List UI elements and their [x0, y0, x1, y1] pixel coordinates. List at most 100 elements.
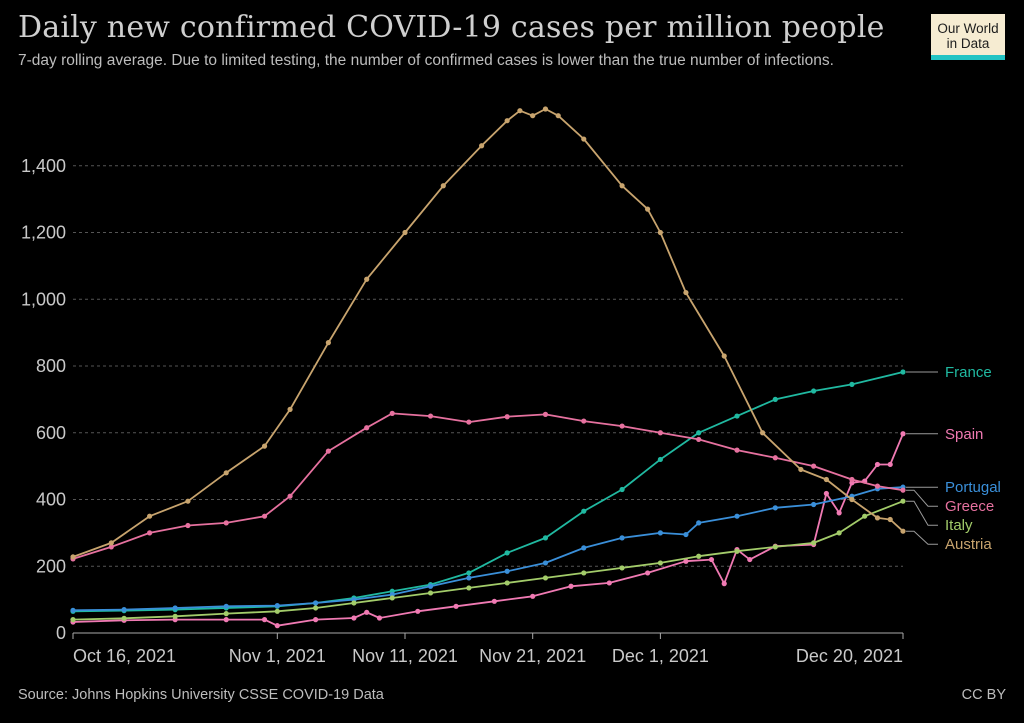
data-point[interactable] [223, 520, 229, 526]
series-line[interactable] [72, 486, 904, 612]
data-point[interactable] [721, 353, 727, 359]
data-point[interactable] [466, 585, 472, 591]
end-label-greece[interactable]: Greece [906, 489, 994, 515]
data-point[interactable] [708, 556, 715, 563]
data-point[interactable] [823, 476, 829, 483]
data-point[interactable] [147, 530, 153, 536]
end-label-text[interactable]: Portugal [945, 479, 1001, 496]
data-point[interactable] [364, 276, 370, 282]
data-point[interactable] [619, 565, 625, 571]
data-point[interactable] [172, 605, 178, 611]
series-france[interactable] [70, 369, 906, 614]
data-point[interactable] [351, 600, 357, 606]
data-point[interactable] [657, 530, 663, 536]
data-point[interactable] [479, 143, 485, 149]
data-point[interactable] [683, 289, 689, 296]
data-point[interactable] [811, 463, 817, 469]
data-point[interactable] [466, 570, 472, 576]
data-point[interactable] [900, 369, 906, 375]
data-point[interactable] [619, 535, 625, 541]
data-point[interactable] [223, 603, 229, 609]
data-point[interactable] [798, 466, 804, 473]
data-point[interactable] [747, 556, 753, 563]
data-point[interactable] [287, 406, 293, 412]
series-portugal[interactable] [70, 484, 906, 613]
data-point[interactable] [108, 544, 114, 550]
data-point[interactable] [287, 493, 293, 499]
data-point[interactable] [874, 515, 881, 521]
data-point[interactable] [427, 413, 434, 419]
data-point[interactable] [427, 583, 434, 589]
data-point[interactable] [70, 607, 76, 613]
data-point[interactable] [874, 483, 881, 489]
end-label-portugal[interactable]: Portugal [906, 479, 1001, 496]
series-line[interactable] [72, 108, 904, 558]
series-line[interactable] [72, 412, 904, 560]
data-point[interactable] [108, 540, 114, 546]
data-point[interactable] [619, 423, 625, 429]
data-point[interactable] [542, 535, 549, 541]
data-point[interactable] [823, 490, 829, 497]
data-point[interactable] [402, 229, 408, 236]
data-point[interactable] [121, 607, 127, 613]
data-point[interactable] [836, 530, 842, 536]
data-point[interactable] [504, 414, 510, 420]
data-point[interactable] [811, 501, 817, 508]
data-point[interactable] [364, 425, 370, 431]
data-point[interactable] [900, 431, 906, 437]
data-point[interactable] [70, 554, 76, 560]
data-point[interactable] [606, 580, 612, 586]
data-point[interactable] [504, 118, 510, 124]
data-point[interactable] [696, 553, 702, 559]
data-point[interactable] [581, 418, 587, 424]
license-label[interactable]: CC BY [961, 687, 1006, 703]
series-italy[interactable] [70, 498, 906, 623]
owid-logo[interactable]: Our World in Data [931, 14, 1005, 60]
data-point[interactable] [657, 430, 663, 436]
data-point[interactable] [772, 505, 778, 511]
data-point[interactable] [811, 388, 817, 394]
end-label-spain[interactable]: Spain [906, 426, 983, 443]
data-point[interactable] [734, 548, 740, 554]
data-point[interactable] [261, 443, 268, 449]
data-point[interactable] [862, 513, 868, 519]
data-point[interactable] [542, 575, 549, 581]
data-point[interactable] [849, 496, 855, 503]
data-point[interactable] [261, 617, 268, 623]
data-point[interactable] [504, 550, 510, 556]
data-point[interactable] [619, 183, 625, 189]
end-label-text[interactable]: Italy [945, 517, 973, 534]
end-label-austria[interactable]: Austria [906, 530, 992, 553]
end-label-france[interactable]: France [906, 364, 992, 381]
data-point[interactable] [530, 113, 536, 119]
data-point[interactable] [466, 575, 472, 581]
data-point[interactable] [517, 108, 523, 114]
data-point[interactable] [645, 570, 651, 576]
data-point[interactable] [619, 486, 625, 493]
series-line[interactable] [72, 433, 904, 627]
data-point[interactable] [223, 617, 229, 623]
data-point[interactable] [427, 590, 434, 596]
end-label-text[interactable]: Spain [945, 426, 983, 443]
data-point[interactable] [696, 430, 702, 436]
data-point[interactable] [440, 183, 446, 189]
data-point[interactable] [466, 419, 472, 425]
data-point[interactable] [759, 430, 766, 436]
data-point[interactable] [325, 448, 331, 454]
data-point[interactable] [581, 136, 587, 142]
data-point[interactable] [887, 461, 893, 468]
data-point[interactable] [389, 595, 395, 601]
data-point[interactable] [185, 522, 191, 529]
data-point[interactable] [696, 520, 702, 526]
data-point[interactable] [223, 611, 229, 617]
data-point[interactable] [453, 603, 459, 609]
data-point[interactable] [313, 600, 319, 606]
data-point[interactable] [683, 558, 689, 564]
data-point[interactable] [70, 617, 76, 623]
data-point[interactable] [351, 615, 357, 621]
series-spain[interactable] [70, 431, 906, 629]
end-label-text[interactable]: France [945, 364, 992, 381]
end-label-italy[interactable]: Italy [906, 500, 973, 534]
data-point[interactable] [849, 381, 855, 387]
data-point[interactable] [836, 510, 842, 516]
